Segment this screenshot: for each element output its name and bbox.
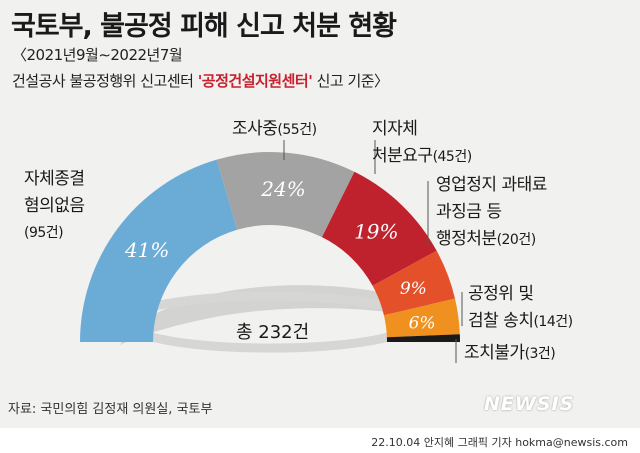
slice-label-text: 지자체 [372, 119, 418, 139]
slice-label-line: 자체종결 [24, 166, 85, 193]
chart-period: 〈2021년9월∼2022년7월 [12, 46, 183, 64]
slice-3 [321, 171, 437, 286]
newsis-watermark: NEWSIS [484, 393, 575, 415]
slice-label-line: 조사중(55건) [232, 116, 317, 144]
source-note: 자료: 국민의힘 김정재 의원실, 국토부 [8, 402, 213, 417]
percent-label-2: 24% [260, 177, 305, 201]
slice-label-line: 지자체 [372, 116, 472, 143]
slice-label-6: 조치불가(3건) [464, 340, 556, 368]
percent-labels: 41% 24% 19% 9% 6% [124, 177, 436, 333]
basis-suffix: 신고 기준〉 [312, 72, 389, 90]
slice-label-text: 영업정지 과태료 [436, 175, 547, 195]
slice-4 [372, 250, 455, 316]
slice-label-text: 과징금 등 [436, 202, 502, 222]
slice-1 [80, 159, 238, 342]
slice-5 [383, 298, 460, 338]
leader-lines [283, 140, 463, 363]
slice-count: (55건) [277, 122, 317, 138]
slice-label-line: 과징금 등 [436, 199, 547, 226]
slice-label-text: 자체종결 [24, 169, 85, 189]
slice-label-line: 공정위 및 [468, 281, 573, 308]
donut-slices [80, 152, 460, 342]
credit-line: 22.10.04 안지혜 그래픽 기자 hokma@newsis.com [371, 436, 628, 449]
chart-panel: 국토부, 불공정 피해 신고 처분 현황 〈2021년9월∼2022년7월 건설… [0, 0, 640, 428]
slice-label-text: 검찰 송치 [468, 311, 534, 331]
slice-count: (3건) [524, 346, 556, 362]
slice-6 [386, 334, 460, 342]
slice-label-text: 행정처분 [436, 229, 497, 249]
slice-label-line: 검찰 송치(14건) [468, 308, 573, 336]
slice-label-text: 혐의없음 [24, 196, 85, 216]
slice-label-line: 행정처분(20건) [436, 226, 547, 254]
slice-label-text: 조사중 [232, 119, 278, 139]
percent-label-4: 9% [400, 279, 427, 299]
slice-label-2: 조사중(55건) [232, 116, 317, 144]
slice-count: (14건) [533, 314, 573, 330]
slice-label-line: 처분요구(45건) [372, 143, 472, 171]
slice-label-text: 공정위 및 [468, 284, 534, 304]
slice-label-line: 영업정지 과태료 [436, 172, 547, 199]
slice-count: (20건) [496, 232, 537, 248]
total-label: 총 232건 [236, 322, 310, 343]
basis-text: 건설공사 불공정행위 신고센터 [12, 72, 198, 90]
percent-label-5: 6% [409, 313, 436, 333]
chart-basis: 건설공사 불공정행위 신고센터 '공정건설지원센터' 신고 기준〉 [12, 70, 389, 91]
slice-count: (95건) [24, 225, 64, 241]
chart-title: 국토부, 불공정 피해 신고 처분 현황 [11, 11, 397, 42]
percent-label-3: 19% [354, 219, 398, 243]
slice-label-line: 혐의없음 [24, 193, 85, 220]
slice-label-text: 처분요구 [372, 146, 433, 166]
percent-label-1: 41% [124, 238, 169, 262]
center-name: '공정건설지원센터' [197, 72, 313, 90]
slice-label-line: 조치불가(3건) [464, 340, 556, 368]
slice-label-text: 조치불가 [464, 343, 525, 363]
slice-count: (45건) [432, 149, 473, 165]
slice-2 [216, 152, 355, 238]
donut-chart: 41% 24% 19% 9% 6% [80, 140, 463, 363]
